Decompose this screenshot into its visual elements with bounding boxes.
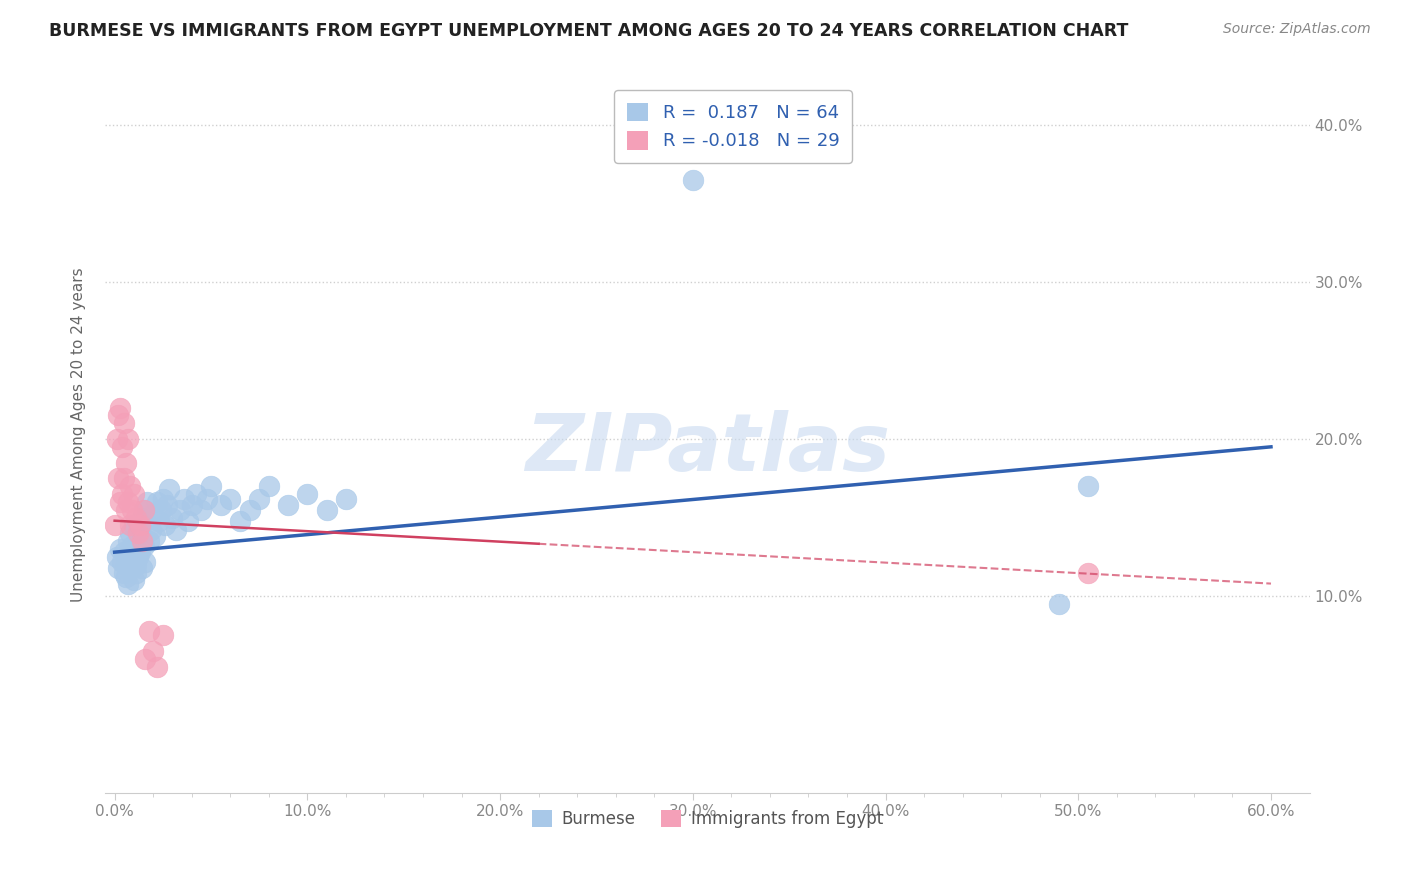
Burmese — [148, 514, 170, 528]
Immigrants from Egypt — [128, 518, 150, 533]
Burmese — [134, 555, 156, 569]
Immigrants from Egypt — [111, 487, 134, 501]
Burmese — [157, 483, 180, 497]
Immigrants from Egypt — [112, 417, 135, 431]
Burmese — [112, 566, 135, 580]
Burmese — [277, 498, 299, 512]
Burmese — [115, 570, 138, 584]
Immigrants from Egypt — [131, 534, 153, 549]
Immigrants from Egypt — [142, 644, 165, 658]
Burmese — [127, 529, 149, 543]
Burmese — [128, 545, 150, 559]
Immigrants from Egypt — [127, 526, 149, 541]
Immigrants from Egypt — [118, 479, 141, 493]
Burmese — [138, 534, 160, 549]
Burmese — [141, 523, 163, 537]
Burmese — [169, 502, 191, 516]
Burmese — [238, 502, 260, 516]
Burmese — [177, 514, 200, 528]
Immigrants from Egypt — [121, 502, 143, 516]
Burmese — [112, 545, 135, 559]
Burmese — [115, 558, 138, 572]
Burmese — [122, 518, 145, 533]
Immigrants from Egypt — [1077, 566, 1099, 580]
Burmese — [219, 491, 242, 506]
Burmese — [315, 502, 337, 516]
Burmese — [162, 510, 184, 524]
Burmese — [229, 514, 252, 528]
Immigrants from Egypt — [111, 440, 134, 454]
Immigrants from Egypt — [110, 495, 132, 509]
Burmese — [127, 549, 149, 564]
Burmese — [128, 523, 150, 537]
Burmese — [117, 576, 139, 591]
Burmese — [682, 172, 704, 186]
Burmese — [195, 491, 218, 506]
Burmese — [624, 133, 647, 147]
Burmese — [131, 510, 153, 524]
Burmese — [131, 561, 153, 575]
Legend: Burmese, Immigrants from Egypt: Burmese, Immigrants from Egypt — [524, 803, 890, 834]
Immigrants from Egypt — [107, 471, 129, 485]
Burmese — [335, 491, 357, 506]
Immigrants from Egypt — [107, 409, 129, 423]
Immigrants from Egypt — [117, 432, 139, 446]
Burmese — [111, 555, 134, 569]
Y-axis label: Unemployment Among Ages 20 to 24 years: Unemployment Among Ages 20 to 24 years — [72, 268, 86, 602]
Burmese — [1047, 597, 1070, 611]
Immigrants from Egypt — [125, 510, 148, 524]
Immigrants from Egypt — [104, 518, 127, 533]
Immigrants from Egypt — [146, 660, 169, 674]
Burmese — [118, 526, 141, 541]
Burmese — [118, 549, 141, 564]
Burmese — [132, 502, 155, 516]
Burmese — [180, 498, 202, 512]
Burmese — [1077, 479, 1099, 493]
Immigrants from Egypt — [105, 432, 128, 446]
Burmese — [152, 491, 174, 506]
Burmese — [209, 498, 232, 512]
Burmese — [146, 495, 169, 509]
Burmese — [173, 491, 195, 506]
Burmese — [165, 523, 187, 537]
Burmese — [105, 549, 128, 564]
Burmese — [134, 514, 156, 528]
Burmese — [297, 487, 319, 501]
Burmese — [153, 518, 176, 533]
Burmese — [132, 539, 155, 553]
Burmese — [136, 495, 159, 509]
Burmese — [184, 487, 207, 501]
Immigrants from Egypt — [115, 502, 138, 516]
Immigrants from Egypt — [152, 628, 174, 642]
Burmese — [149, 502, 172, 516]
Immigrants from Egypt — [112, 471, 135, 485]
Burmese — [122, 574, 145, 588]
Burmese — [125, 566, 148, 580]
Immigrants from Egypt — [115, 456, 138, 470]
Burmese — [200, 479, 222, 493]
Burmese — [117, 534, 139, 549]
Immigrants from Egypt — [110, 401, 132, 415]
Burmese — [247, 491, 270, 506]
Burmese — [190, 502, 212, 516]
Immigrants from Egypt — [138, 624, 160, 638]
Immigrants from Egypt — [134, 652, 156, 666]
Text: Source: ZipAtlas.com: Source: ZipAtlas.com — [1223, 22, 1371, 37]
Immigrants from Egypt — [117, 495, 139, 509]
Burmese — [121, 561, 143, 575]
Immigrants from Egypt — [132, 502, 155, 516]
Immigrants from Egypt — [118, 518, 141, 533]
Burmese — [142, 508, 165, 522]
Burmese — [107, 561, 129, 575]
Burmese — [143, 529, 166, 543]
Burmese — [110, 541, 132, 556]
Text: ZIPatlas: ZIPatlas — [524, 410, 890, 488]
Burmese — [257, 479, 280, 493]
Burmese — [156, 498, 179, 512]
Text: BURMESE VS IMMIGRANTS FROM EGYPT UNEMPLOYMENT AMONG AGES 20 TO 24 YEARS CORRELAT: BURMESE VS IMMIGRANTS FROM EGYPT UNEMPLO… — [49, 22, 1129, 40]
Immigrants from Egypt — [122, 487, 145, 501]
Burmese — [125, 558, 148, 572]
Burmese — [121, 539, 143, 553]
